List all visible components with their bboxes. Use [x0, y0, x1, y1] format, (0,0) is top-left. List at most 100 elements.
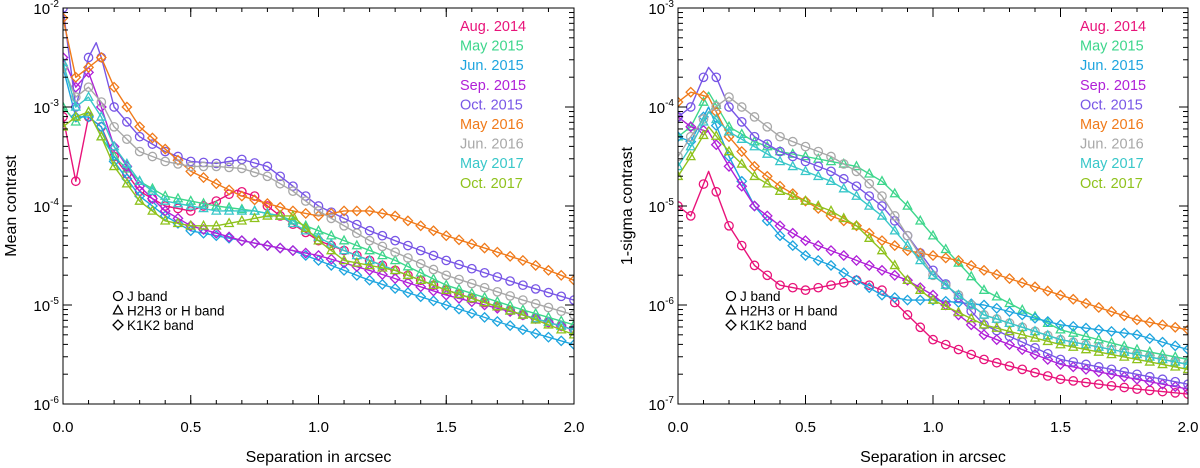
data-point — [761, 148, 773, 158]
data-point — [338, 244, 350, 255]
data-point — [1169, 321, 1181, 333]
data-point — [338, 234, 350, 245]
legend-marker-triangle — [725, 304, 737, 315]
data-point — [249, 167, 260, 178]
data-point — [376, 278, 388, 290]
data-point — [108, 141, 120, 153]
data-point — [826, 280, 836, 291]
data-point — [287, 209, 299, 220]
data-point — [1106, 348, 1117, 359]
data-point — [122, 117, 132, 127]
data-point — [159, 195, 171, 205]
data-point — [749, 140, 760, 151]
data-point — [1042, 315, 1054, 328]
data-point — [800, 165, 811, 176]
data-point — [440, 279, 452, 289]
data-point — [249, 158, 260, 168]
y-axis-label: Mean contrast — [3, 155, 20, 257]
data-point — [863, 200, 875, 210]
y-tick-base: 10 — [648, 298, 665, 315]
data-point — [389, 264, 401, 275]
data-point — [249, 194, 261, 206]
data-point — [466, 292, 478, 303]
data-point — [901, 294, 914, 306]
data-point — [1004, 331, 1015, 342]
data-point — [1183, 379, 1188, 390]
data-point — [70, 110, 82, 121]
data-point — [863, 282, 875, 294]
y-tick-base: 10 — [33, 199, 50, 216]
data-point — [787, 160, 799, 171]
data-point — [761, 210, 773, 222]
data-point — [351, 205, 363, 217]
data-point — [850, 254, 863, 266]
data-point — [825, 204, 837, 215]
y-tick-label: 10-5 — [648, 197, 674, 216]
data-point — [1016, 344, 1028, 356]
data-point — [440, 230, 452, 242]
data-point — [787, 227, 799, 239]
data-point — [428, 264, 439, 275]
data-point — [1118, 310, 1130, 322]
data-point — [774, 155, 786, 166]
data-point — [1081, 359, 1091, 370]
data-point — [1003, 339, 1016, 351]
data-point — [1119, 382, 1130, 393]
data-point — [390, 247, 400, 258]
data-point — [1182, 363, 1188, 374]
data-point — [914, 282, 926, 294]
data-point — [262, 171, 273, 182]
y-tick-label: 10-6 — [33, 395, 59, 414]
data-point — [710, 130, 722, 140]
data-point — [70, 101, 82, 111]
data-point — [312, 254, 325, 266]
legend-marker-diamond — [112, 319, 124, 331]
data-point — [1042, 353, 1054, 365]
data-point — [1131, 314, 1143, 326]
data-point — [427, 295, 440, 307]
data-point — [774, 220, 786, 232]
legend-entry: Oct. 2015 — [460, 97, 523, 113]
legend-entry: Oct. 2017 — [460, 176, 523, 192]
data-point — [108, 81, 120, 93]
data-point — [83, 52, 94, 63]
data-point — [991, 334, 1003, 346]
data-point — [275, 178, 286, 189]
legend-marker-circle — [112, 290, 124, 302]
data-point — [224, 162, 234, 173]
data-point — [63, 51, 69, 64]
data-point — [914, 254, 926, 265]
data-point — [530, 298, 541, 309]
data-point — [364, 235, 375, 246]
data-point — [402, 277, 414, 289]
data-point — [287, 217, 299, 228]
y-tick-exponent: -4 — [50, 197, 59, 208]
data-point — [428, 279, 439, 289]
data-point — [236, 203, 248, 214]
data-point — [799, 249, 812, 262]
data-point — [210, 227, 222, 239]
data-point — [185, 220, 197, 232]
data-point — [723, 125, 735, 136]
data-point — [698, 115, 709, 126]
y-tick-exponent: -5 — [50, 296, 59, 307]
y-tick-exponent: -3 — [50, 98, 59, 109]
data-point — [134, 146, 145, 157]
data-point — [146, 193, 158, 205]
data-point — [723, 160, 735, 172]
data-point — [415, 220, 427, 232]
data-point — [1182, 344, 1188, 356]
legend-entry: May 2016 — [460, 117, 524, 133]
data-point — [454, 259, 464, 270]
data-point — [1029, 348, 1041, 361]
data-point — [812, 240, 824, 252]
data-point — [364, 274, 376, 286]
y-tick-base: 10 — [648, 199, 665, 216]
data-point — [1080, 343, 1092, 354]
data-point — [697, 90, 710, 102]
data-point — [173, 203, 183, 214]
data-point — [198, 219, 209, 230]
data-point — [813, 146, 824, 157]
y-tick-exponent: -6 — [50, 395, 59, 406]
